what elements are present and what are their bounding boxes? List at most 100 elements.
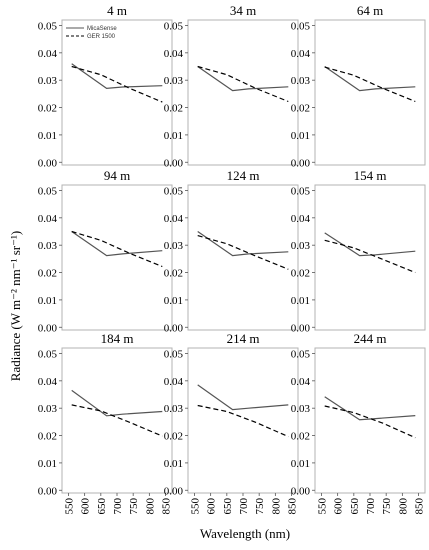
panel-title: 184 m: [101, 331, 134, 346]
micasense-line: [71, 63, 163, 90]
micasense-line: [324, 66, 416, 92]
x-tick-label: 850: [161, 498, 173, 515]
panel-title: 94 m: [104, 168, 130, 183]
y-tick-label: 0.04: [291, 376, 311, 388]
y-tick-label: 0.01: [38, 458, 57, 470]
y-tick-label: 0.03: [38, 403, 58, 415]
panel-frame: [314, 347, 426, 494]
micasense-line: [71, 231, 163, 257]
legend-label-micasense: MicaSense: [87, 26, 117, 32]
ger1500-line: [197, 404, 289, 438]
y-tick-label: 0.04: [164, 376, 184, 388]
panel-frame: [314, 184, 426, 331]
y-tick-label: 0.05: [291, 20, 311, 32]
y-tick-label: 0.02: [291, 431, 310, 443]
x-tick-label: 600: [333, 498, 345, 515]
x-tick-label: 600: [206, 498, 218, 515]
panel-1: 4 m 0.00 0.01 0.02 0.03 0.04 0.05 MicaSense GER …: [38, 3, 173, 169]
y-tick-label: 0.01: [38, 295, 57, 307]
x-tick-label: 550: [316, 498, 328, 515]
panel-title: 64 m: [357, 3, 383, 18]
x-tick-label: 700: [365, 498, 377, 515]
panel-frame: [187, 347, 299, 494]
y-tick-label: 0.03: [38, 75, 58, 87]
y-tick-label: 0.02: [164, 103, 183, 115]
x-tick-label: 750: [254, 498, 266, 515]
micasense-line: [324, 396, 416, 421]
y-tick-label: 0.02: [38, 431, 57, 443]
panel-title: 124 m: [227, 168, 260, 183]
panel-frame: [61, 347, 173, 494]
panel-5: 124 m 0.00 0.01 0.02 0.03 0.04 0.05: [164, 168, 299, 334]
y-tick-label: 0.00: [38, 485, 58, 497]
x-tick-label: 750: [128, 498, 140, 515]
panel-frame: [187, 19, 299, 166]
y-tick-label: 0.05: [38, 20, 58, 32]
y-tick-label: 0.05: [38, 348, 58, 360]
y-tick-label: 0.01: [164, 458, 183, 470]
y-tick-label: 0.00: [291, 157, 311, 169]
legend-label-ger1500: GER 1500: [87, 34, 116, 40]
y-tick-label: 0.04: [164, 48, 184, 60]
panel-8: 214 m 0.00 0.01 0.02 0.03 0.04 0.05 550 600 650 70…: [164, 331, 299, 515]
panel-4: 94 m 0.00 0.01 0.02 0.03 0.04 0.05: [38, 168, 173, 334]
y-tick-label: 0.05: [164, 185, 184, 197]
x-tick-label: 600: [80, 498, 92, 515]
legend: MicaSense GER 1500: [66, 26, 117, 40]
x-tick-label: 650: [349, 498, 361, 515]
y-tick-label: 0.02: [291, 103, 310, 115]
ger1500-line: [324, 405, 416, 439]
x-tick-label: 650: [96, 498, 108, 515]
micasense-line: [197, 66, 289, 92]
y-tick-label: 0.05: [164, 20, 184, 32]
x-axis-label: Wavelength (nm): [200, 526, 290, 541]
y-tick-label: 0.03: [38, 240, 58, 252]
y-tick-label: 0.01: [38, 130, 57, 142]
x-tick-label: 800: [397, 498, 409, 515]
x-tick-label: 850: [414, 498, 426, 515]
ger1500-line: [71, 230, 163, 268]
panel-title: 244 m: [354, 331, 387, 346]
y-tick-label: 0.02: [164, 268, 183, 280]
y-tick-label: 0.03: [291, 403, 311, 415]
ger1500-line: [324, 66, 416, 103]
panel-title: 214 m: [227, 331, 260, 346]
ger1500-line: [324, 239, 416, 274]
panel-9: 244 m 0.00 0.01 0.02 0.03 0.04 0.05 550 600 650 70…: [291, 331, 426, 515]
panel-frame: [187, 184, 299, 331]
y-tick-label: 0.05: [38, 185, 58, 197]
x-tick-label: 700: [112, 498, 124, 515]
y-tick-label: 0.03: [164, 403, 184, 415]
y-tick-label: 0.01: [164, 130, 183, 142]
y-tick-label: 0.03: [164, 75, 184, 87]
y-tick-label: 0.05: [291, 348, 311, 360]
y-axis-label: Radiance (W m⁻² nm⁻¹ sr⁻¹): [8, 231, 23, 381]
panel-title: 154 m: [354, 168, 387, 183]
y-tick-label: 0.02: [38, 103, 57, 115]
x-tick-label: 800: [270, 498, 282, 515]
y-tick-label: 0.00: [38, 322, 58, 334]
y-tick-label: 0.00: [291, 322, 311, 334]
y-tick-label: 0.05: [291, 185, 311, 197]
ger1500-line: [197, 65, 289, 103]
y-tick-label: 0.03: [291, 240, 311, 252]
x-tick-label: 650: [222, 498, 234, 515]
ger1500-line: [71, 404, 163, 437]
panel-title: 34 m: [230, 3, 256, 18]
y-tick-label: 0.04: [38, 48, 58, 60]
x-tick-label: 550: [189, 498, 201, 515]
panel-frame: [61, 184, 173, 331]
panel-2: 34 m 0.00 0.01 0.02 0.03 0.04 0.05: [164, 3, 299, 169]
y-tick-label: 0.04: [164, 213, 184, 225]
y-tick-label: 0.04: [38, 376, 58, 388]
micasense-line: [324, 232, 416, 257]
x-tick-label: 800: [144, 498, 156, 515]
y-tick-label: 0.04: [38, 213, 58, 225]
y-tick-label: 0.01: [291, 458, 310, 470]
panel-title: 4 m: [107, 3, 127, 18]
panels-group: 4 m 0.00 0.01 0.02 0.03 0.04 0.05 MicaSense GER …: [38, 3, 426, 515]
y-tick-label: 0.00: [164, 322, 184, 334]
y-tick-label: 0.01: [291, 130, 310, 142]
micasense-line: [71, 389, 163, 417]
